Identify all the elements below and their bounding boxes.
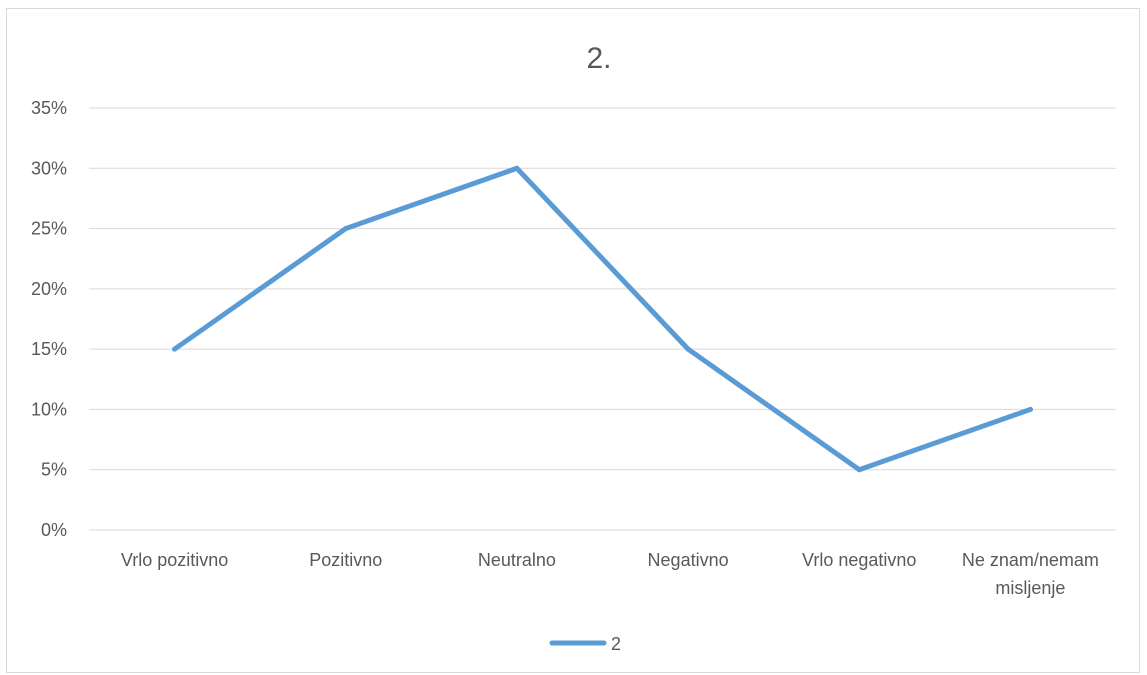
x-tick-label: Ne znam/nemam misljenje [962,550,1099,598]
y-tick-label: 25% [31,219,67,239]
data-point[interactable] [685,346,691,352]
x-axis-ticks: Vrlo pozitivno Pozitivno Neutralno Negativn… [121,550,1099,598]
legend-label: 2 [611,634,621,654]
data-point[interactable] [1027,406,1033,412]
x-tick-label: Neutralno [478,550,556,570]
chart-frame [6,8,1140,673]
y-tick-label: 30% [31,158,67,178]
data-point[interactable] [343,226,349,232]
y-tick-label: 10% [31,399,67,419]
y-tick-label: 5% [41,460,67,480]
chart-title: 2. [586,42,611,75]
y-tick-label: 15% [31,339,67,359]
x-tick-label: Pozitivno [309,550,382,570]
data-point[interactable] [514,165,520,171]
y-tick-label: 0% [41,520,67,540]
legend[interactable]: 2 [549,634,621,654]
y-axis-ticks: 0% 5% 10% 15% 20% 25% 30% 35% [31,98,67,540]
x-tick-label: Vrlo negativno [802,550,916,570]
data-point[interactable] [856,467,862,473]
y-tick-label: 35% [31,98,67,118]
gridlines [89,107,1116,531]
data-point[interactable] [172,346,178,352]
series-layer [172,165,1033,473]
x-tick-label: Negativno [648,550,729,570]
y-tick-label: 20% [31,279,67,299]
x-tick-label: Vrlo pozitivno [121,550,228,570]
series-line[interactable] [172,165,1033,473]
